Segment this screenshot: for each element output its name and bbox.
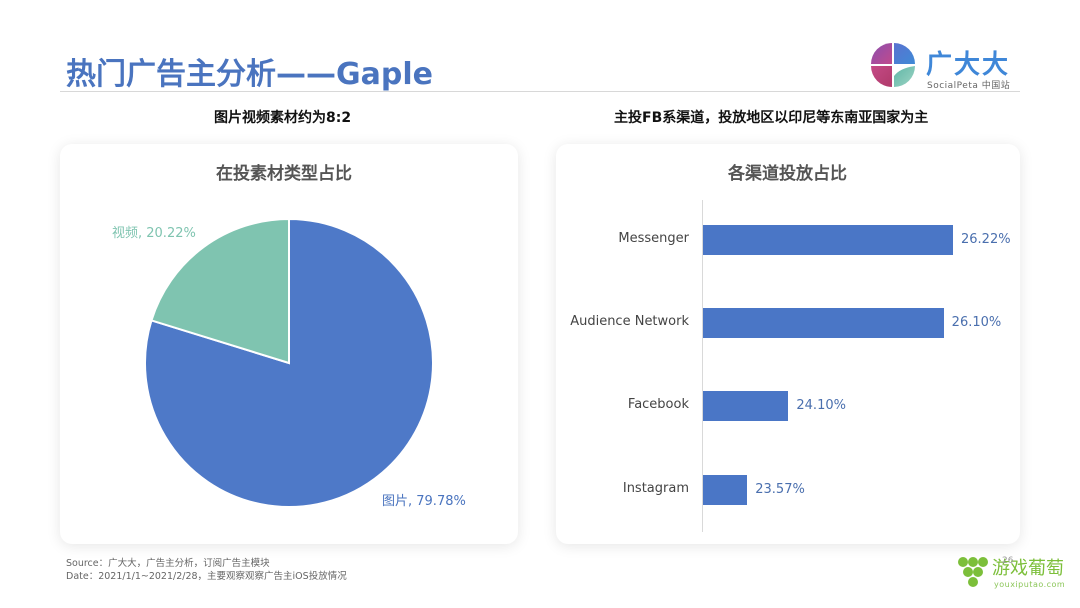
material-type-pie-chart: [144, 217, 434, 508]
bar-row: Audience Network 26.10%: [556, 308, 1020, 338]
channel-share-card: 各渠道投放占比 Messenger 26.22% Audience Networ…: [556, 144, 1020, 544]
page-number: 26: [1002, 556, 1014, 566]
bar-row: Facebook 24.10%: [556, 391, 1020, 421]
bar-chart-axis: [702, 200, 703, 532]
bar: [703, 308, 944, 338]
title-divider: [60, 91, 1020, 92]
bar-category-label: Messenger: [618, 231, 689, 246]
bar-value-label: 24.10%: [796, 398, 846, 413]
bar-category-label: Instagram: [622, 481, 689, 496]
pie-label-video: 视频, 20.22%: [112, 226, 196, 241]
right-section-heading: 主投FB系渠道，投放地区以印尼等东南亚国家为主: [614, 110, 929, 126]
bar: [703, 391, 789, 421]
bar-value-label: 26.10%: [951, 315, 1002, 330]
watermark: 游戏葡萄 26 youxiputao.com: [954, 552, 1066, 596]
source-line: Source：广大大，广告主分析，订阅广告主模块: [66, 558, 270, 569]
bar-category-label: Facebook: [627, 397, 689, 412]
pie-slice-video: [150, 217, 290, 365]
date-line: Date：2021/1/1~2021/2/28，主要观察观察广告主iOS投放情况: [66, 571, 347, 582]
bar-value-label: 26.22%: [961, 232, 1011, 247]
brand-subtitle: SocialPeta 中国站: [927, 81, 1011, 91]
footer-source-note: Source：广大大，广告主分析，订阅广告主模块 Date：2021/1/1~2…: [66, 557, 347, 583]
page-title: 热门广告主分析——Gaple: [66, 57, 433, 92]
bar-row: Instagram 23.57%: [556, 475, 1020, 505]
pie-label-image: 图片, 79.78%: [382, 494, 466, 509]
bar-row: Messenger 26.22%: [556, 225, 1020, 255]
brand-name: 广大大: [926, 50, 1011, 80]
bar: [703, 475, 748, 505]
bar-category-label: Audience Network: [570, 314, 689, 329]
grape-icon: [958, 557, 988, 587]
watermark-url: youxiputao.com: [994, 580, 1066, 589]
bar-value-label: 23.57%: [755, 482, 805, 497]
material-type-card: 在投素材类型占比 视频, 20.22% 图片, 79.78%: [60, 144, 518, 544]
bar-chart-title: 各渠道投放占比: [728, 164, 847, 184]
left-section-heading: 图片视频素材约为8:2: [214, 110, 352, 126]
socialpeta-logo-icon: [871, 43, 915, 87]
brand-logo-block: 广大大 SocialPeta 中国站: [870, 42, 1020, 92]
bar: [703, 225, 953, 255]
watermark-text: 游戏葡萄: [992, 558, 1064, 579]
pie-chart-title: 在投素材类型占比: [216, 164, 352, 184]
